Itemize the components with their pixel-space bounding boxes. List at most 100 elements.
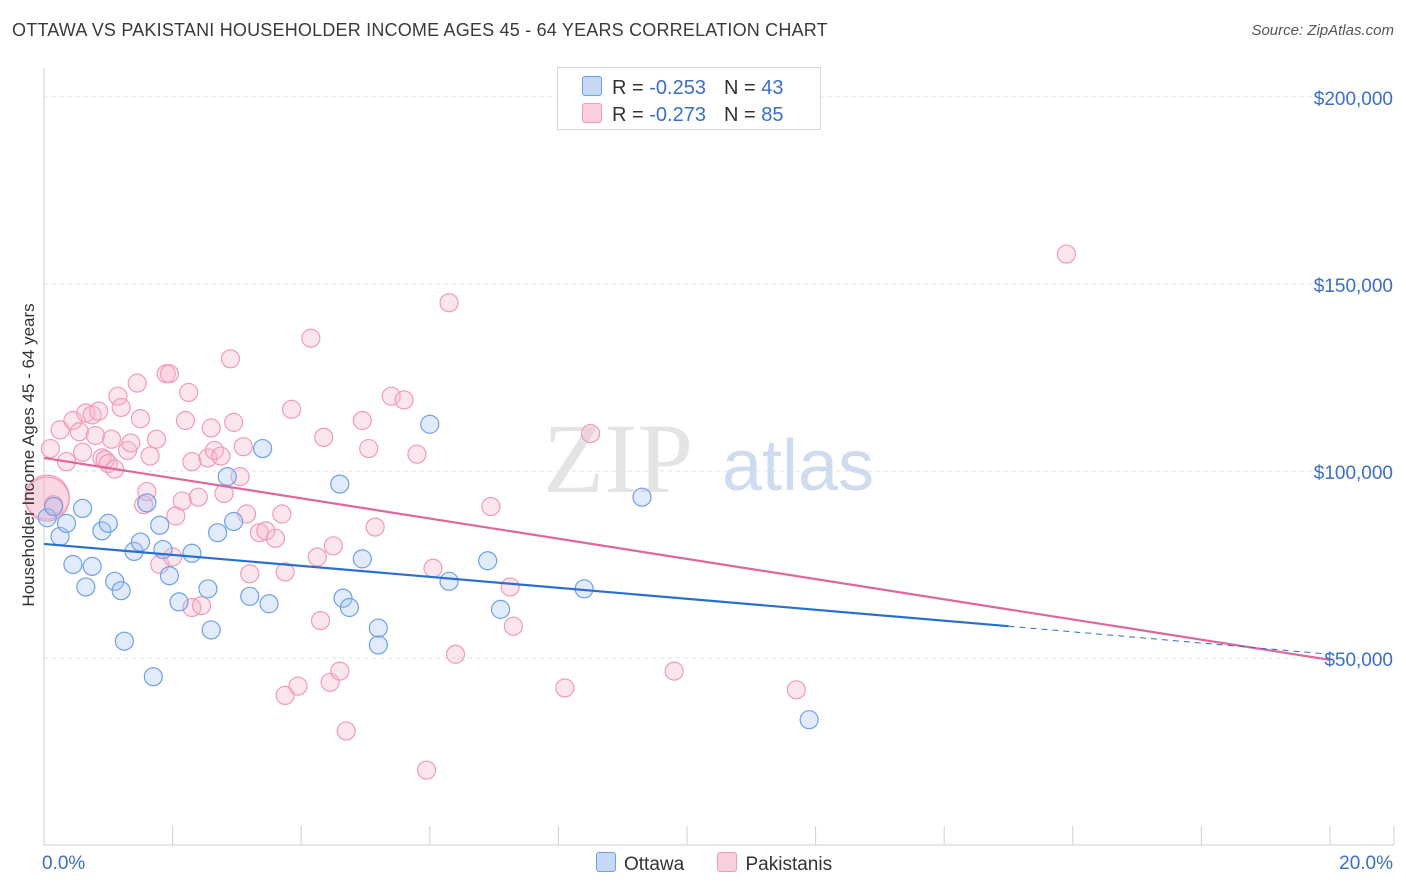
pakistani-point [111, 397, 131, 418]
pakistani-point [352, 410, 372, 431]
pakistani-point [265, 528, 286, 548]
ottawa-point [137, 493, 157, 513]
ottawa-point [339, 597, 360, 618]
y-tick-label: $200,000 [1314, 89, 1393, 110]
ottawa-point [56, 513, 77, 533]
pakistani-point [121, 433, 141, 453]
ottawa-point [114, 631, 134, 651]
ottawa-point [182, 543, 202, 563]
pakistani-point [233, 437, 253, 457]
pakistani-point [336, 721, 356, 741]
pakistani-point [146, 429, 167, 449]
pakistani-point [275, 685, 295, 706]
pakistani-point [281, 399, 302, 419]
pakistani-point [172, 491, 192, 511]
pakistani-point [130, 409, 151, 429]
ottawa-point [82, 556, 102, 576]
pakistani-point [381, 386, 401, 406]
pakistani-point [179, 382, 199, 403]
ottawa-point [63, 554, 83, 575]
pakistani-point [127, 373, 147, 393]
pakistani-point [24, 476, 70, 522]
pakistani-point [140, 446, 160, 466]
ottawa-point [368, 618, 388, 638]
y-tick-label: $50,000 [1324, 650, 1393, 671]
ottawa-point [159, 566, 179, 586]
ottawa-point [632, 487, 652, 507]
pakistani-point [314, 427, 334, 447]
pakistani-point [323, 536, 343, 556]
pakistani-point [359, 438, 379, 459]
pakistani-point [101, 429, 122, 449]
pakistani-point [288, 676, 308, 696]
ottawa-point [208, 523, 228, 543]
pakistani-point [72, 442, 93, 462]
ottawa-point [143, 667, 163, 687]
pakistani-point [191, 596, 212, 616]
ottawa-point [92, 521, 112, 541]
ottawa-point [98, 513, 118, 533]
pakistani-point [307, 547, 327, 567]
pakistani-swatch [582, 103, 602, 123]
y-tick-labels: $50,000 $100,000 $150,000 $200,000 [1314, 89, 1393, 671]
pakistani-point [275, 562, 295, 582]
ottawa-point [150, 515, 170, 535]
pakistani-legend-swatch [717, 852, 738, 872]
pakistani-point [786, 680, 806, 700]
pakistani-point [256, 521, 276, 541]
legend-item-ottawa: Ottawa [596, 852, 684, 876]
ottawa-swatch [582, 76, 602, 96]
r-label: R = [612, 104, 650, 126]
ottawa-point [330, 474, 350, 494]
pakistani-point [40, 438, 61, 459]
pakistani-point [137, 481, 157, 502]
pakistani-trend-line [43, 456, 1331, 661]
pakistani-point [310, 610, 331, 631]
x-tick-label: 0.0% [42, 853, 85, 874]
source-credit: Source: ZipAtlas.com [1251, 22, 1394, 39]
series-legend: Ottawa Pakistanis [596, 852, 860, 876]
pakistani-point [159, 364, 179, 384]
pakistani-point [211, 446, 231, 466]
pakistani-point [503, 616, 523, 636]
pakistani-point [188, 487, 208, 507]
ottawa-trend-line [43, 542, 1009, 628]
pakistani-point [272, 504, 292, 524]
ottawa-point [37, 508, 57, 528]
ottawa-point [420, 414, 440, 434]
watermark: ZIP atlas [543, 403, 874, 514]
ottawa-point [439, 571, 459, 591]
n-label: N = [723, 77, 762, 99]
pakistani-point [664, 661, 684, 681]
pakistani-point [240, 564, 260, 584]
correlation-legend: R = -0.253 N = 43 R = -0.273 N = 85 [557, 67, 821, 130]
data-points [24, 244, 1076, 780]
ottawa-point [130, 532, 151, 552]
ottawa-point [224, 511, 244, 532]
ottawa-trend-extension [1008, 625, 1331, 655]
ottawa-point [169, 592, 189, 612]
pakistani-point [330, 661, 350, 681]
pakistani-point [175, 410, 196, 431]
ottawa-point [111, 581, 131, 601]
pakistani-point [69, 422, 89, 442]
y-tick-label: $150,000 [1314, 276, 1393, 297]
x-tick-labels: 0.0% 20.0% [42, 853, 1393, 874]
watermark-zip: ZIP [543, 403, 693, 514]
ottawa-point [259, 594, 279, 614]
r-value-ottawa: -0.253 [649, 77, 706, 99]
pakistani-point [50, 420, 70, 440]
y-axis-label: Householder Income Ages 45 - 64 years [19, 303, 38, 606]
pakistani-point [580, 424, 601, 444]
ottawa-point [72, 498, 93, 518]
pakistani-point [85, 425, 106, 446]
ottawa-point [478, 551, 498, 571]
pakistani-point [445, 644, 466, 664]
legend-row-pakistani: R = -0.273 N = 85 [582, 103, 783, 127]
pakistani-point [555, 678, 575, 698]
ottawa-point [253, 438, 273, 459]
x-tick-label: 20.0% [1339, 853, 1393, 874]
ottawa-point [105, 571, 125, 591]
pakistani-point [220, 349, 241, 369]
